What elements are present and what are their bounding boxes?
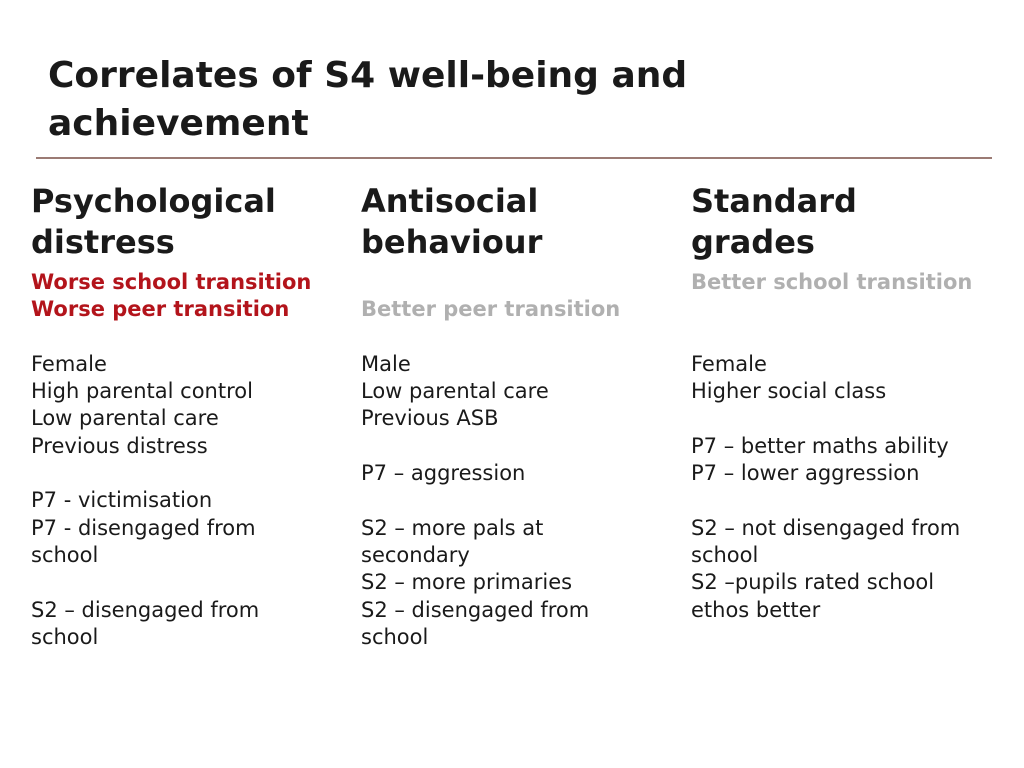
column-heading-line-1: Psychological: [31, 182, 276, 220]
list-item: Worse school transition: [31, 270, 312, 294]
column-standard-grades: Standard grades Better school transition…: [691, 181, 1021, 651]
list-item: Female: [31, 351, 107, 376]
correlate-list: Worse school transition Worse peer transi…: [31, 269, 351, 651]
slide-title-line-2: achievement: [48, 103, 309, 144]
list-item: Better peer transition: [361, 297, 621, 322]
list-item: P7 – better maths ability: [691, 433, 949, 458]
column-heading-line-1: Standard: [691, 182, 857, 220]
slide-title: Correlates of S4 well-being and achievem…: [48, 52, 948, 148]
list-item: Worse peer transition: [31, 297, 290, 322]
list-spacer: [361, 324, 681, 351]
column-antisocial-behaviour: Antisocial behaviour Better peer transit…: [361, 181, 681, 651]
list-item: Low parental care: [31, 406, 219, 431]
list-item: P7 – lower aggression: [691, 461, 920, 486]
column-heading-line-2: behaviour: [361, 223, 543, 261]
list-item: P7 - disengaged from: [31, 515, 256, 540]
list-item: secondary: [361, 542, 470, 567]
list-spacer: [361, 487, 681, 514]
list-item: S2 – more primaries: [361, 570, 573, 595]
list-item: Previous distress: [31, 433, 208, 458]
list-item: S2 – disengaged from: [361, 597, 590, 622]
column-heading: Psychological distress: [31, 181, 351, 263]
list-spacer: [31, 324, 351, 351]
list-item: Male: [361, 351, 411, 376]
title-divider: [36, 157, 992, 159]
list-item: P7 – aggression: [361, 461, 526, 486]
slide-title-line-1: Correlates of S4 well-being and: [48, 55, 688, 96]
list-spacer: [691, 405, 1021, 432]
column-heading-line-1: Antisocial: [361, 182, 539, 220]
list-item: S2 –pupils rated school: [691, 570, 935, 595]
list-item: S2 – more pals at: [361, 515, 544, 540]
list-item: school: [691, 542, 759, 567]
column-psychological-distress: Psychological distress Worse school tran…: [31, 181, 351, 651]
list-item: ethos better: [691, 597, 821, 622]
list-item: Better school transition: [691, 270, 973, 294]
list-spacer: [691, 324, 1021, 351]
list-spacer: [691, 624, 1021, 651]
correlate-list: Better school transition Female Higher soc…: [691, 269, 1021, 651]
list-item: Previous ASB: [361, 406, 499, 431]
list-item: school: [361, 624, 429, 649]
list-spacer: [691, 296, 1021, 323]
list-item: Higher social class: [691, 379, 887, 404]
list-item: S2 – disengaged from: [31, 597, 260, 622]
list-spacer: [691, 487, 1021, 514]
list-item: S2 – not disengaged from: [691, 515, 961, 540]
list-item: P7 - victimisation: [31, 488, 213, 513]
list-item: Low parental care: [361, 379, 549, 404]
list-item: school: [31, 542, 99, 567]
column-heading: Antisocial behaviour: [361, 181, 681, 263]
list-spacer: [31, 569, 351, 596]
column-heading: Standard grades: [691, 181, 1021, 263]
list-spacer: [31, 460, 351, 487]
column-heading-line-2: grades: [691, 223, 815, 261]
list-spacer: [361, 269, 681, 296]
list-item: Female: [691, 351, 767, 376]
list-spacer: [361, 433, 681, 460]
list-item: school: [31, 624, 99, 649]
column-heading-line-2: distress: [31, 223, 175, 261]
correlate-list: Better peer transition Male Low parental c…: [361, 269, 681, 651]
list-item: High parental control: [31, 379, 253, 404]
